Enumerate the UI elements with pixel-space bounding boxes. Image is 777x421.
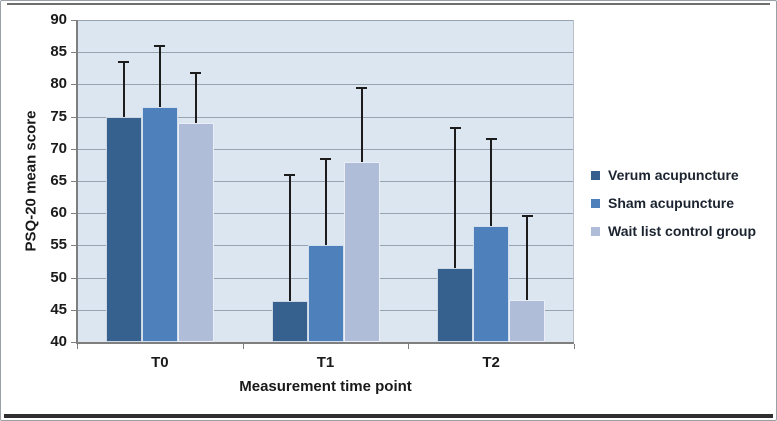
- legend-label: Sham acupuncture: [608, 195, 735, 211]
- x-tick-1: [242, 344, 244, 349]
- legend-swatch-icon: [591, 198, 600, 208]
- gridline-90: [77, 20, 573, 21]
- legend-item-1: Verum acupuncture: [591, 168, 756, 182]
- y-tick-40: [71, 342, 77, 343]
- gridline-70: [77, 148, 573, 150]
- error-bar-verum-T2: [454, 127, 457, 268]
- y-tick-label-60: 60: [50, 204, 67, 222]
- figure-bottom-rule: [4, 414, 773, 418]
- y-tick-label-40: 40: [50, 333, 67, 350]
- error-cap-verum-T1: [284, 173, 295, 176]
- legend: Verum acupuncture Sham acupuncture Wait li…: [591, 168, 756, 252]
- error-cap-wait-T2: [521, 215, 533, 218]
- error-cap-verum-T0: [118, 60, 130, 63]
- y-tick-55: [71, 245, 77, 247]
- y-tick-label-75: 75: [50, 107, 67, 125]
- error-bar-wait-T1: [360, 87, 363, 162]
- y-tick-label-50: 50: [50, 268, 67, 286]
- legend-item-3: Wait list control group: [591, 224, 756, 238]
- category-label-T2: T2: [482, 354, 500, 371]
- y-tick-60: [71, 213, 77, 215]
- bar-verum-T2: [437, 267, 474, 342]
- figure-top-rule: [7, 3, 770, 5]
- y-tick-70: [71, 148, 77, 150]
- gridline-75: [77, 116, 573, 118]
- y-tick-label-80: 80: [50, 75, 67, 93]
- error-cap-sham-T2: [485, 138, 497, 141]
- error-cap-wait-T0: [190, 71, 202, 74]
- error-bar-verum-T0: [122, 61, 125, 117]
- y-tick-80: [71, 84, 77, 86]
- y-tick-45: [71, 309, 77, 311]
- y-tick-label-55: 55: [50, 236, 67, 254]
- bar-sham-T0: [141, 106, 178, 342]
- gridline-85: [77, 52, 573, 54]
- error-cap-verum-T2: [449, 126, 461, 129]
- y-tick-75: [71, 116, 77, 118]
- error-cap-sham-T1: [320, 157, 331, 160]
- error-bar-sham-T2: [490, 139, 493, 227]
- gridline-80: [77, 84, 573, 86]
- bar-wait-T0: [177, 123, 214, 342]
- category-label-T0: T0: [151, 354, 169, 371]
- bar-wait-T1: [343, 161, 380, 342]
- error-bar-verum-T1: [288, 174, 291, 302]
- error-cap-sham-T0: [154, 44, 166, 47]
- y-tick-label-90: 90: [50, 11, 67, 28]
- error-bar-wait-T0: [194, 72, 197, 123]
- y-axis-line: [76, 20, 78, 343]
- x-tick-2: [408, 344, 410, 349]
- error-bar-sham-T0: [158, 45, 161, 107]
- y-tick-65: [71, 181, 77, 182]
- legend-item-2: Sham acupuncture: [591, 196, 756, 210]
- x-tick-0: [77, 344, 78, 349]
- bar-sham-T1: [307, 245, 344, 342]
- error-cap-wait-T1: [356, 86, 367, 89]
- plot-area: [77, 20, 574, 342]
- bar-sham-T2: [473, 226, 510, 342]
- legend-swatch-icon: [591, 170, 600, 180]
- error-bar-wait-T2: [526, 216, 529, 301]
- bar-verum-T1: [271, 301, 308, 342]
- bar-wait-T2: [509, 300, 546, 342]
- legend-label: Verum acupuncture: [608, 167, 739, 183]
- x-axis-title: Measurement time point: [239, 378, 412, 395]
- y-tick-90: [71, 20, 77, 21]
- y-tick-label-45: 45: [50, 300, 67, 318]
- y-tick-50: [71, 277, 77, 279]
- bar-verum-T0: [105, 116, 142, 342]
- y-tick-label-65: 65: [50, 172, 67, 189]
- category-label-T1: T1: [316, 354, 335, 371]
- error-bar-sham-T1: [324, 158, 327, 246]
- y-tick-label-70: 70: [50, 139, 67, 157]
- x-axis-line: [76, 342, 574, 344]
- x-tick-3: [574, 344, 575, 349]
- y-tick-label-85: 85: [50, 43, 67, 61]
- legend-swatch-icon: [591, 226, 600, 236]
- y-tick-85: [71, 52, 77, 54]
- legend-label: Wait list control group: [608, 223, 757, 239]
